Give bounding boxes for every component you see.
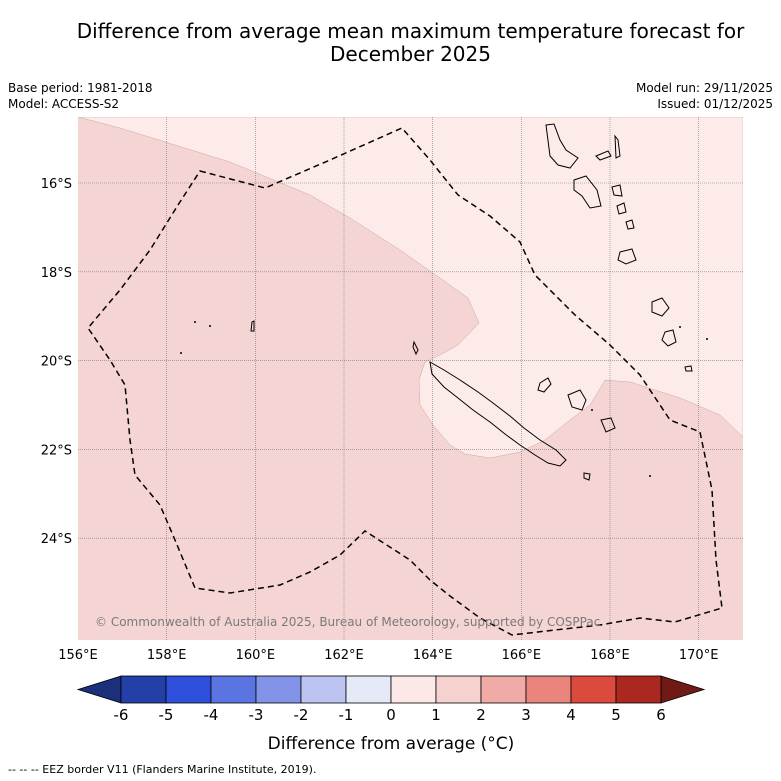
meta-right: Model run: 29/11/2025 Issued: 01/12/2025 [636,80,773,112]
colorbar-under-arrow [76,675,122,704]
lat-label: 16°S [41,177,72,192]
colorbar-swatch [570,675,617,704]
colorbar-tick: 2 [476,706,486,724]
lat-label: 22°S [41,443,72,458]
islet-dot [209,325,211,327]
ambae [595,150,612,161]
colorbar-swatch [435,675,482,704]
new-caledonia [429,361,567,467]
model-name: Model: ACCESS-S2 [8,97,120,111]
lon-label: 164°E [413,648,453,663]
aneityum [684,365,693,372]
lon-label: 158°E [147,648,187,663]
colorbar-tick: -6 [114,706,129,724]
lat-label: 20°S [41,355,72,370]
colorbar-tick-labels: -6 -5 -4 -3 -2 -1 0 1 2 3 4 5 6 [114,706,666,724]
colorbar-tick: -5 [159,706,174,724]
colorbar-over-arrow [660,675,706,704]
coastlines [250,123,693,481]
colorbar-tick: -3 [249,706,264,724]
epi [616,202,627,215]
colorbar-tick: 3 [521,706,531,724]
pentecost [611,184,623,197]
copyright-notice: © Commonwealth of Australia 2025, Bureau… [95,615,600,629]
chesterfield-islands [250,320,255,332]
colorbar [76,675,706,704]
colorbar-swatch [525,675,572,704]
islet-dot [649,475,651,477]
maewo [614,134,621,159]
longitude-labels: 156°E 158°E 160°E 162°E 164°E 166°E 168°E 170°E [58,648,718,663]
islet-dot [180,352,182,354]
meta-left: Base period: 1981-2018 Model: ACCESS-S2 [8,80,153,112]
lifou [567,389,587,411]
mare [600,417,616,433]
colorbar-tick: 1 [431,706,441,724]
colorbar-tick: 0 [386,706,396,724]
colorbar-tick: 6 [656,706,666,724]
colorbar-tick: -4 [204,706,219,724]
map-title: Difference from average mean maximum tem… [0,20,781,66]
efate [617,248,637,265]
eez-border [87,127,723,636]
base-period: Base period: 1981-2018 [8,81,153,95]
colorbar-swatch [480,675,527,704]
colorbar-swatch [210,675,257,704]
colorbar-swatch [255,675,302,704]
issued-date: Issued: 01/12/2025 [657,97,773,111]
colorbar-swatch [165,675,212,704]
tanna [661,329,677,347]
erromango [651,297,670,317]
shepherd-islands [625,219,635,230]
latitude-labels: 16°S 18°S 20°S 22°S 24°S [41,177,72,547]
model-run: Model run: 29/11/2025 [635,81,773,95]
colorbar-tick: -2 [294,706,309,724]
colorbar-swatch [615,675,662,704]
islet-dot [591,409,593,411]
anomaly-region-0-1 [78,117,743,459]
colorbar-swatch [345,675,392,704]
colorbar-tick: -1 [339,706,354,724]
title-line-1: Difference from average mean maximum tem… [76,19,745,43]
islet-dot [679,326,681,328]
colorbar-swatch [390,675,437,704]
isle-of-pines [583,472,591,481]
colorbar-tick: 5 [611,706,621,724]
colorbar-swatch [300,675,347,704]
colorbar-swatch [120,675,167,704]
islet-dot [194,321,196,323]
lat-label: 24°S [41,532,72,547]
grid-lines [78,117,743,640]
islet-dot [706,338,708,340]
lon-label: 162°E [324,648,364,663]
lon-label: 160°E [236,648,276,663]
malakula [573,175,602,209]
belep-islands [412,340,419,356]
ouvea [537,377,552,393]
lon-label: 156°E [58,648,98,663]
lon-label: 168°E [590,648,630,663]
eez-legend: -- -- -- EEZ border V11 (Flanders Marine… [8,763,317,776]
colorbar-label: Difference from average (°C) [268,734,515,754]
title-line-2: December 2025 [330,42,491,66]
lat-label: 18°S [41,266,72,281]
colorbar-tick: 4 [566,706,576,724]
espiritu-santo [545,123,579,169]
map-area: © Commonwealth of Australia 2025, Bureau… [78,117,743,640]
lon-label: 170°E [679,648,719,663]
lon-label: 166°E [502,648,542,663]
